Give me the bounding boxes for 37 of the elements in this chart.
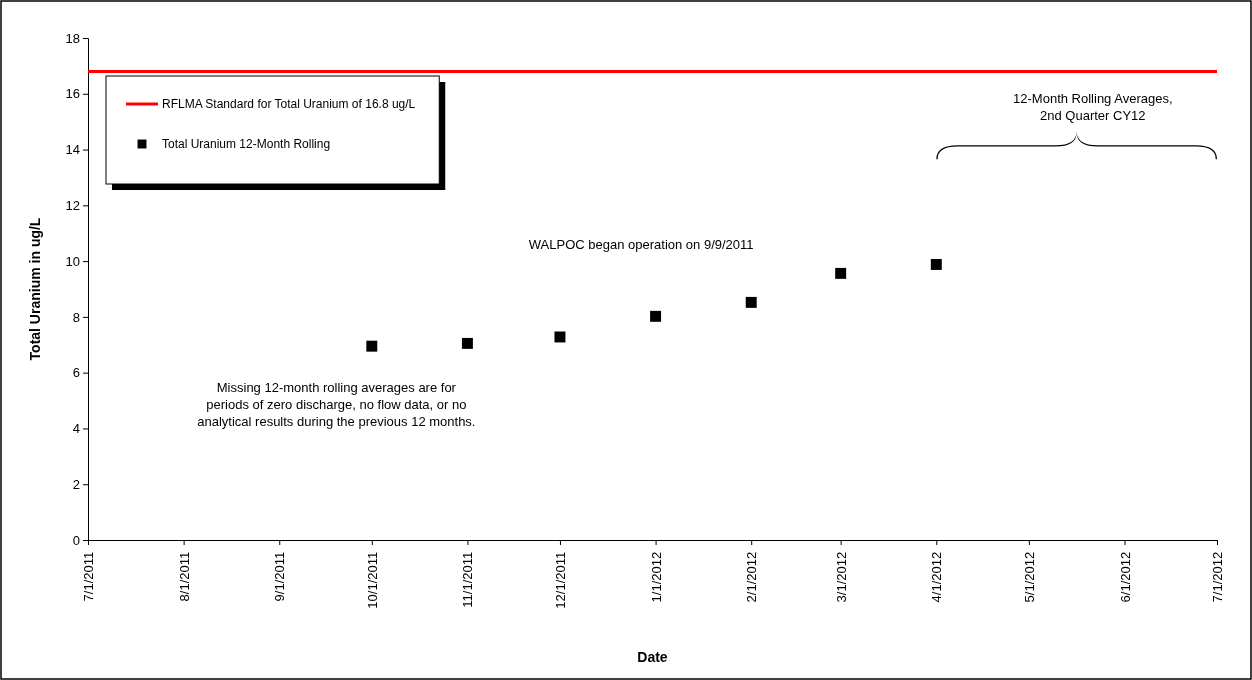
point [650, 310, 662, 322]
y-tick-label: 6 [72, 365, 80, 381]
y-tick-label: 12 [65, 197, 80, 213]
point [554, 331, 566, 343]
x-tick-label: 2/1/2012 [744, 551, 760, 603]
legend-label: RFLMA Standard for Total Uranium of 16.8 ug/L [162, 97, 416, 112]
x-tick-label: 7/1/2012 [1210, 551, 1226, 603]
x-tick-label: 8/1/2011 [176, 551, 192, 602]
point [835, 267, 847, 279]
y-tick-label: 18 [65, 30, 80, 46]
point [366, 340, 378, 352]
y-tick-label: 10 [65, 253, 80, 269]
y-tick-label: 2 [72, 476, 80, 492]
point [461, 337, 473, 349]
legend-label: Total Uranium 12-Month Rolling [162, 137, 331, 152]
x-tick-label: 3/1/2012 [833, 551, 849, 603]
x-axis-title: Date [637, 649, 668, 665]
y-tick-label: 4 [72, 421, 80, 437]
y-tick-label: 14 [65, 142, 80, 158]
y-tick-label: 0 [72, 532, 80, 548]
y-tick-label: 16 [65, 86, 80, 102]
x-tick-label: 7/1/2011 [81, 551, 97, 602]
annotation: WALPOC began operation on 9/9/2011 [528, 236, 754, 252]
x-tick-label: 5/1/2012 [1021, 551, 1037, 603]
x-tick-label: 9/1/2011 [272, 551, 288, 602]
y-axis-title: Total Uranium in ug/L [27, 217, 43, 361]
x-tick-label: 10/1/2011 [364, 551, 380, 609]
x-tick-label: 11/1/2011 [460, 551, 476, 608]
y-tick-label: 8 [72, 309, 80, 325]
x-tick-label: 12/1/2011 [553, 551, 569, 609]
point [745, 296, 757, 308]
annotation: 12-Month Rolling Averages, 2nd Quarter CY12 [1013, 91, 1173, 124]
x-tick-label: 4/1/2012 [929, 551, 945, 603]
x-tick-label: 6/1/2012 [1117, 551, 1133, 603]
point [930, 258, 942, 270]
annotation: Missing 12-month rolling averages are for periods of zero discharge, no flow data, or no analytical results during the previous 12 months. [197, 379, 476, 429]
x-tick-label: 1/1/2012 [648, 551, 664, 603]
